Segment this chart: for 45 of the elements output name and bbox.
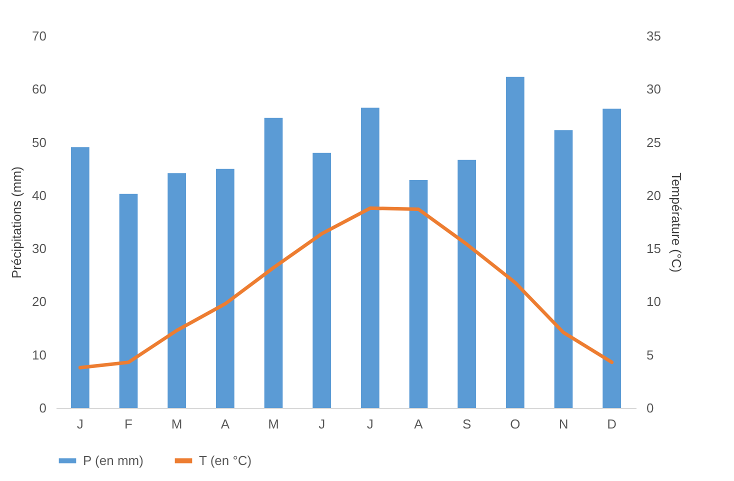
y-tick-label: 30 (32, 241, 46, 256)
bar (312, 152, 332, 408)
legend-label: T (en °C) (199, 452, 252, 468)
y2-tick-label: 5 (646, 347, 654, 362)
y-tick-label: 0 (39, 400, 46, 416)
y2-tick-label: 25 (646, 134, 661, 150)
bar (216, 168, 234, 408)
y-tick-label: 10 (32, 347, 46, 362)
legend-label: P (en mm) (83, 452, 144, 468)
y2-tick-label: 15 (646, 241, 661, 256)
x-tick-label: J (318, 416, 326, 432)
y-axis-title: Précipitations (mm) (9, 166, 24, 278)
x-tick-label: O (510, 416, 520, 432)
x-tick-label: J (76, 416, 84, 432)
y2-axis-title: Température (°C) (668, 172, 684, 272)
y2-tick-label: 10 (646, 294, 661, 310)
y-tick-label: 60 (32, 82, 46, 97)
x-tick-label: D (607, 416, 617, 432)
bar (360, 108, 380, 408)
bar (506, 76, 524, 408)
x-tick-label: J (366, 416, 374, 432)
bar (264, 118, 283, 408)
x-tick-label: N (558, 416, 568, 432)
bar (602, 108, 622, 408)
y-tick-label: 50 (32, 134, 46, 150)
line-series (78, 206, 614, 370)
y-tick-label: 70 (32, 28, 46, 44)
y2-tick-label: 30 (646, 82, 661, 97)
x-tick-label: F (124, 416, 133, 432)
y2-tick-label: 0 (646, 400, 654, 416)
bar (168, 173, 186, 408)
bar (119, 194, 138, 408)
x-tick-label: A (414, 416, 424, 432)
y2-tick-label: 20 (646, 188, 661, 203)
bar (554, 130, 573, 408)
y-tick-label: 40 (32, 188, 46, 203)
bar (458, 160, 476, 408)
y-tick-label: 20 (32, 294, 46, 310)
y2-tick-label: 35 (646, 28, 661, 44)
x-tick-label: A (220, 416, 230, 432)
x-tick-label: M (268, 416, 279, 432)
bar (70, 147, 90, 408)
bar (409, 180, 428, 408)
x-tick-label: M (171, 416, 182, 432)
x-tick-label: S (462, 416, 472, 432)
